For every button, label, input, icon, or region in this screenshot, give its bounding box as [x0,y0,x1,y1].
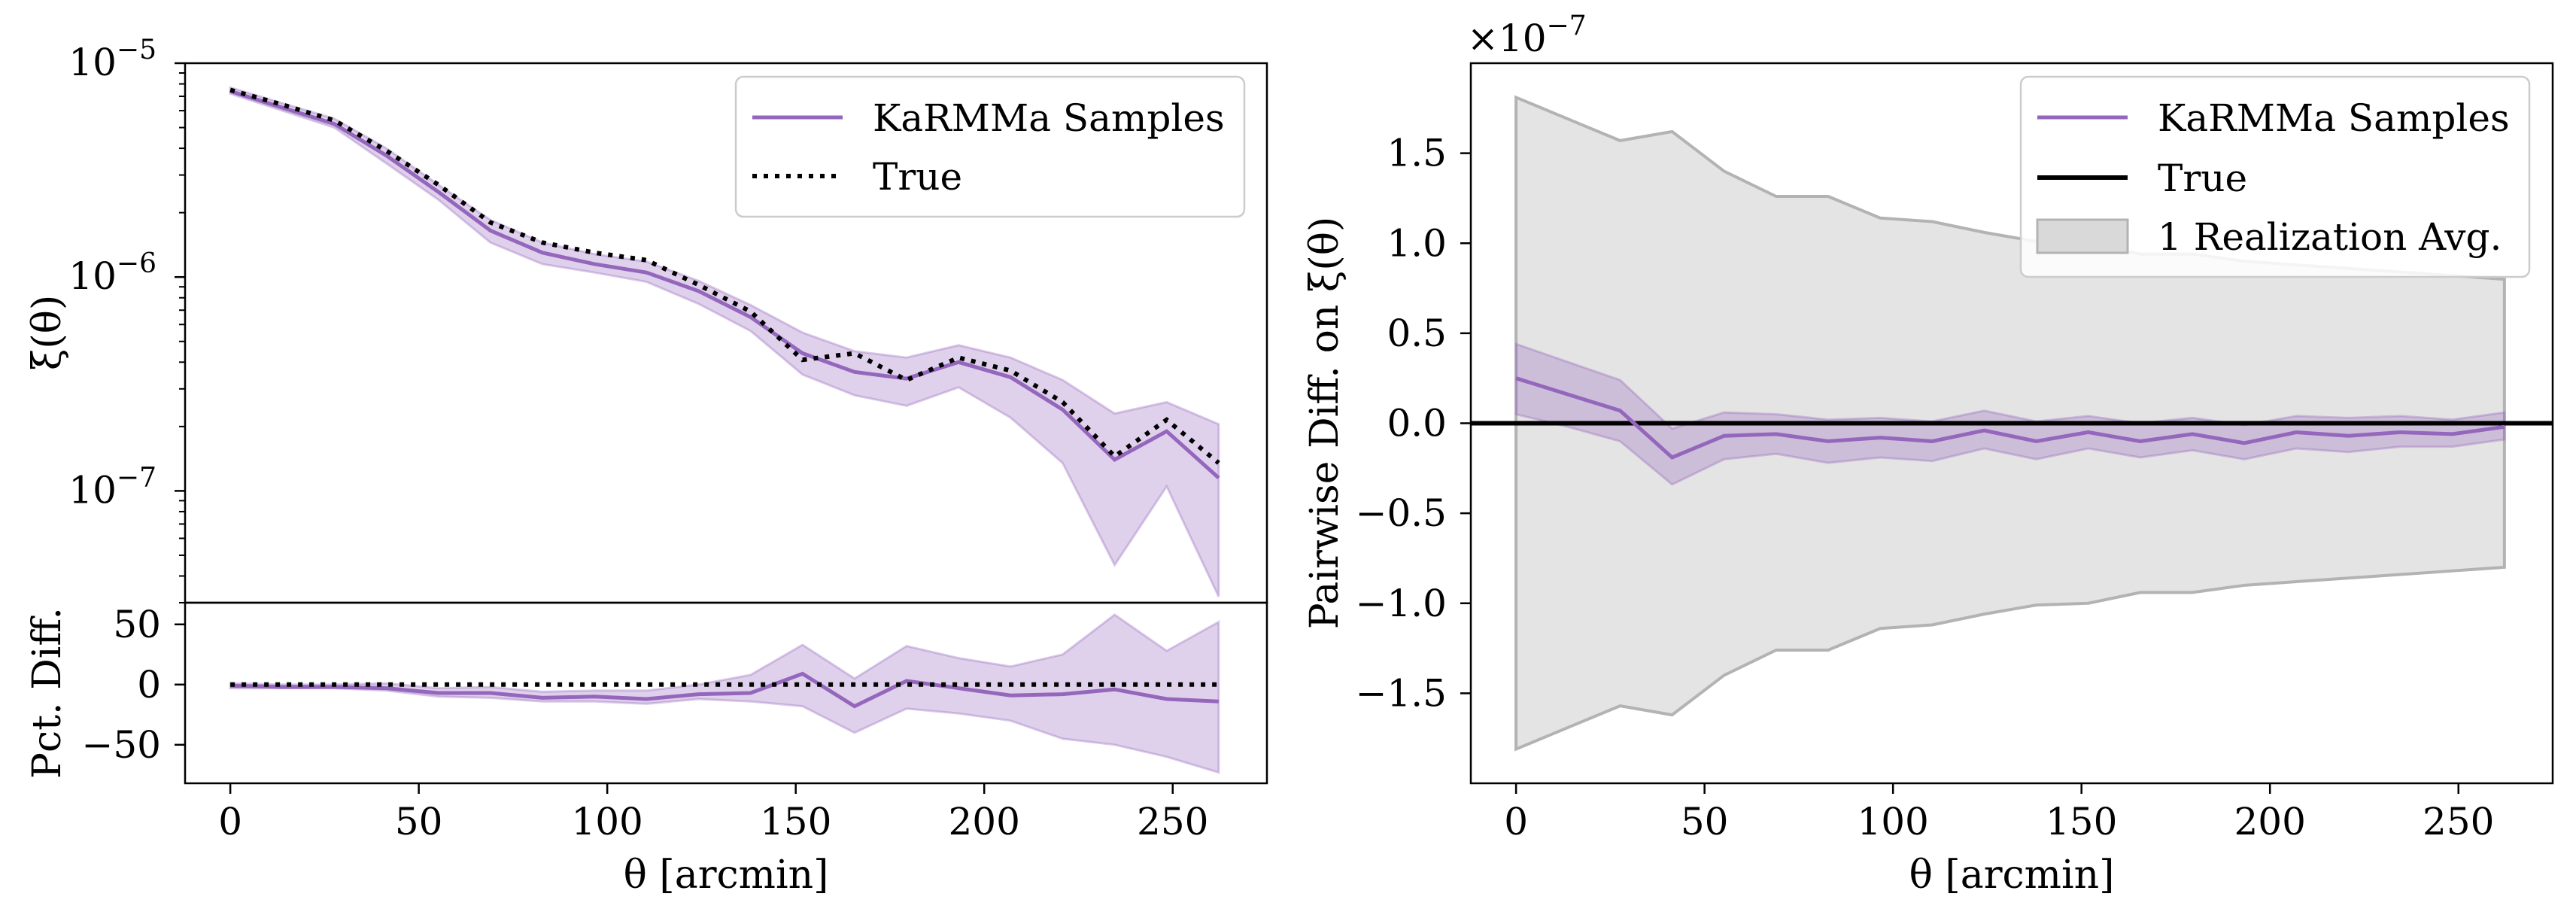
left-bottom-ylabel: Pct. Diff. [25,607,70,779]
left-bottom-frame [184,601,1268,785]
r-ytick-label: −1.5 [1356,671,1447,715]
r-ytick-label: −1.0 [1356,582,1447,625]
right-legend-true-label: True [2158,157,2247,200]
lt-ytick-label: 10−7 [68,462,156,512]
right-legend-samples-label: KaRMMa Samples [2158,96,2510,140]
right-panel: 1.5 1.0 0.5 0.0 −0.5 −1.0 −1.5 0 50 100 150 200 250… [1302,11,2554,898]
r-xtick-label: 0 [1504,800,1528,843]
lt-samples-line [229,89,1220,480]
lb-xtick-label: 0 [218,800,242,843]
r-xtick-label: 250 [2423,800,2494,843]
lt-true-line [229,87,1220,465]
left-top-panel: 10−5 10−6 10−7 ξ(θ) KaRMMa Samples True [25,35,1268,604]
left-xlabel: θ [arcmin] [624,853,829,898]
lb-xtick-label: 150 [760,800,831,843]
legend-true-label: True [873,155,962,199]
r-ytick-label: 0.0 [1387,402,1447,445]
lt-ytick-label: 10−5 [68,35,156,84]
right-ylabel: Pairwise Diff. on ξ(θ) [1302,217,1347,630]
lb-ytick-label: 0 [137,663,161,707]
left-bottom-panel: 50 0 −50 0 50 100 150 200 250 Pct. Diff. θ [arc… [25,601,1268,898]
r-xtick-label: 200 [2234,800,2305,843]
r-ytick-label: 1.0 [1387,221,1447,265]
lb-xtick-label: 250 [1137,800,1208,843]
right-legend-realization-label: 1 Realization Avg. [2158,215,2502,259]
r-samples-line [1515,376,2505,460]
left-top-ylabel: ξ(θ) [25,295,70,371]
lb-ytick-label: 50 [113,603,161,646]
r-xtick-label: 100 [1857,800,1928,843]
r-ytick-label: −0.5 [1356,491,1447,535]
right-offset-text: ×10−7 [1467,11,1587,60]
lb-xtick-label: 200 [948,800,1019,843]
r-ytick-label: 1.5 [1387,132,1447,175]
left-legend: KaRMMa Samples True [734,75,1246,218]
r-ytick-label: 0.5 [1387,312,1447,355]
lb-xtick-label: 50 [395,800,443,843]
lb-xtick-label: 100 [571,800,642,843]
r-xtick-label: 50 [1681,800,1729,843]
legend-samples-label: KaRMMa Samples [873,96,1225,140]
right-legend-realization-swatch [2036,218,2129,254]
r-samples-band [1514,342,2506,486]
lb-samples-line [230,671,1219,709]
lb-ytick-label: −50 [81,723,161,767]
right-xlabel: θ [arcmin] [1909,853,2115,898]
r-xtick-label: 150 [2046,800,2117,843]
lt-ytick-label: 10−6 [68,248,156,298]
right-legend: KaRMMa Samples True 1 Realization Avg. [2019,75,2531,278]
